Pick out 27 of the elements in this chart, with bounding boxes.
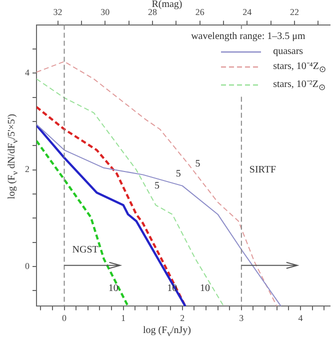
x-axis-title: log (F$_{ν}$/nJy) xyxy=(142,325,192,337)
x2-tick-label: 30 xyxy=(100,6,110,17)
x2-tick-label: 24 xyxy=(242,6,252,17)
x-tick-label: 0 xyxy=(62,312,68,323)
line-series xyxy=(36,140,130,306)
x-tick-label: 3 xyxy=(239,312,244,323)
x-tick-label: 4 xyxy=(298,312,304,323)
x-tick-label: 1 xyxy=(121,312,126,323)
legend-label: stars, 10⁻⁴Z$_{⊙}$ xyxy=(273,60,326,74)
line-series xyxy=(36,78,224,306)
annotation: 5 xyxy=(195,158,200,170)
ref-line-label: NGST xyxy=(72,244,98,256)
annotation: 5 xyxy=(154,180,160,192)
y-tick-label: 4 xyxy=(25,68,30,78)
ref-line-label: SIRTF xyxy=(249,164,276,176)
legend-label: stars, 10⁻²Z$_{⊙}$ xyxy=(273,78,326,92)
x2-tick-label: 22 xyxy=(290,6,299,17)
legend-label: quasars xyxy=(273,46,304,57)
x2-tick-label: 32 xyxy=(53,6,62,17)
legend-title: wavelength range: 1–3.5 μm xyxy=(191,30,306,44)
annotation: 10 xyxy=(108,282,118,294)
y-tick-label: 0 xyxy=(25,260,30,271)
annotation: 10 xyxy=(200,282,210,294)
annotation: 5 xyxy=(176,168,181,180)
x-tick-label: 2 xyxy=(180,312,185,323)
y-tick-label: 2 xyxy=(25,164,30,174)
x2-tick-label: 26 xyxy=(195,6,205,17)
